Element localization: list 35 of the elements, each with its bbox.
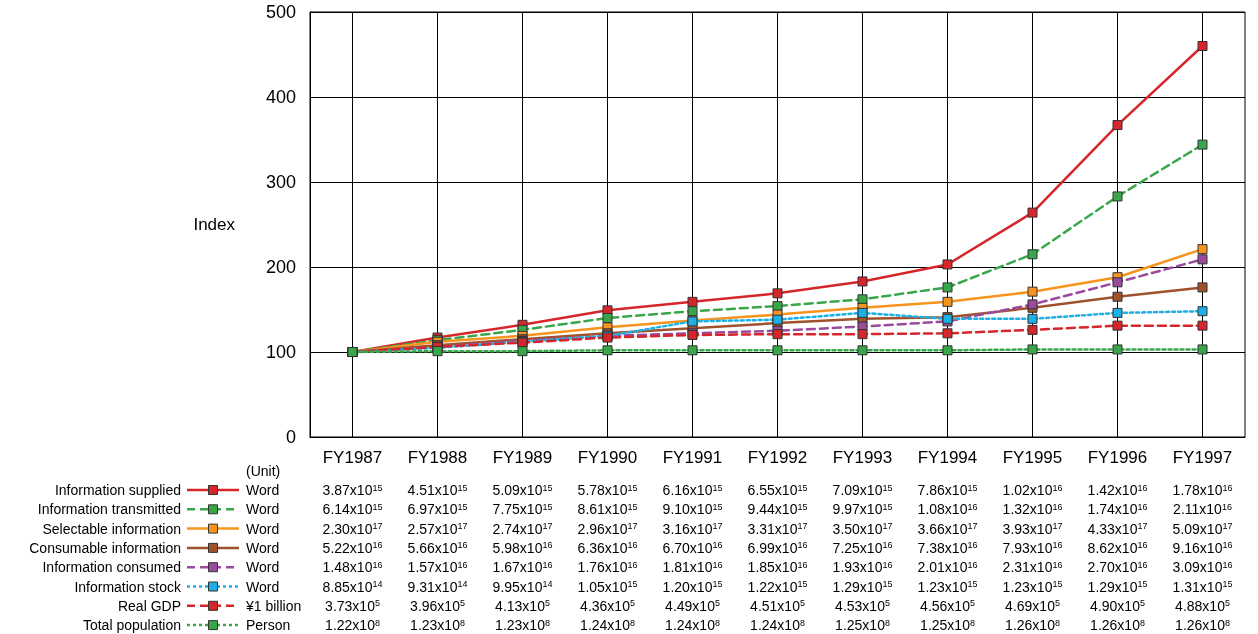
text: ¥1 billion xyxy=(245,597,302,614)
x-tick-label: FY1995 xyxy=(1002,448,1063,467)
legend-label: Information stock xyxy=(74,578,182,595)
text: (Unit) xyxy=(246,462,281,479)
x-tick-label: FY1987 xyxy=(322,448,383,467)
x-tick-label: FY1997 xyxy=(1172,448,1233,467)
x-tick-label: FY1996 xyxy=(1087,448,1148,467)
x-tick-label: FY1994 xyxy=(917,448,978,467)
legend-label: Consumable information xyxy=(29,539,181,556)
x-tick-label: FY1990 xyxy=(577,448,638,467)
text: Word xyxy=(246,539,280,556)
text: Word xyxy=(246,482,280,498)
text: Word xyxy=(246,520,280,537)
text: Word xyxy=(246,501,280,518)
legend-label: Selectable information xyxy=(42,520,181,537)
legend-label: Information supplied xyxy=(54,482,181,498)
x-tick-label: FY1989 xyxy=(492,448,553,467)
legend-label: Total population xyxy=(82,617,181,634)
x-tick-label: FY1992 xyxy=(747,448,808,467)
text: Person xyxy=(246,617,291,634)
y-tick-label: 100 xyxy=(265,342,296,362)
legend-label: Information consumed xyxy=(42,559,181,576)
x-tick-label: FY1991 xyxy=(662,448,723,467)
legend-label: Information transmitted xyxy=(37,501,181,518)
text: Word xyxy=(246,559,280,576)
y-tick-label: 400 xyxy=(265,87,296,107)
x-tick-label: FY1988 xyxy=(407,448,468,467)
y-tick-label: 0 xyxy=(285,427,296,447)
y-tick-label: 300 xyxy=(265,172,296,192)
y-axis-title: Index xyxy=(193,215,236,234)
y-tick-label: 200 xyxy=(265,257,296,277)
y-tick-label: 500 xyxy=(265,2,296,22)
x-tick-label: FY1993 xyxy=(832,448,893,467)
text: Word xyxy=(246,578,280,595)
legend-label: Real GDP xyxy=(117,597,181,614)
